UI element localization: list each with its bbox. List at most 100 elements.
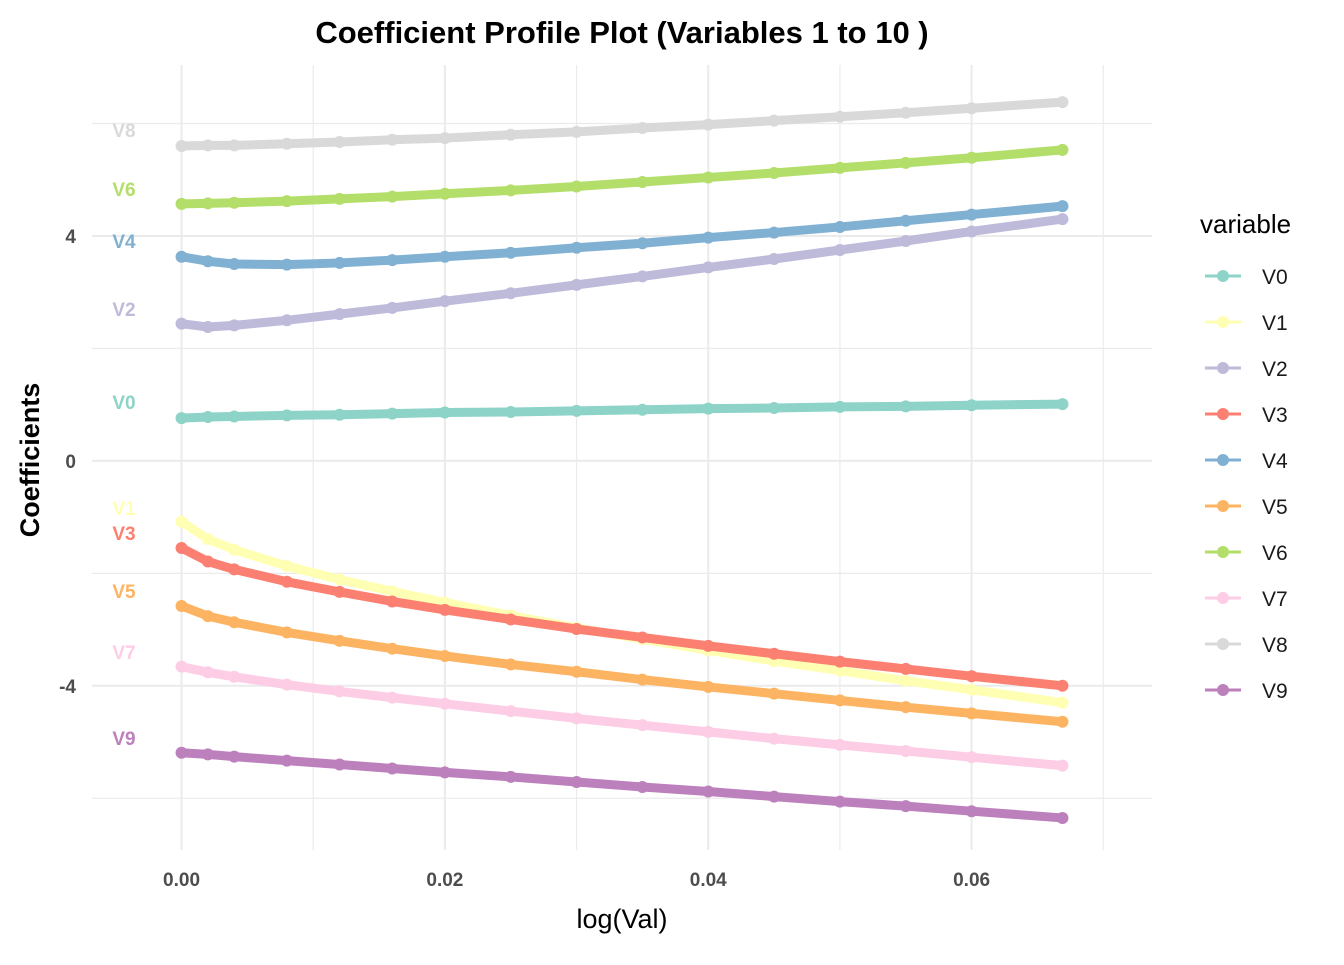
legend-label: V1 [1262, 312, 1288, 335]
data-point [702, 261, 715, 274]
data-point [333, 256, 346, 269]
series-v4 [175, 200, 1069, 271]
data-point [201, 748, 214, 761]
data-point [280, 137, 293, 150]
x-tick-label: 0.02 [426, 870, 463, 891]
data-point [899, 674, 912, 687]
data-point [280, 678, 293, 691]
data-point [175, 599, 188, 612]
legend-label: V8 [1262, 634, 1288, 657]
data-point [504, 287, 517, 300]
legend-item-v1: V1 [1205, 312, 1288, 335]
data-point [636, 175, 649, 188]
data-point [228, 543, 241, 556]
data-point [965, 399, 978, 412]
data-point [228, 410, 241, 423]
data-point [833, 220, 846, 233]
data-point [175, 660, 188, 673]
data-point [899, 800, 912, 813]
data-point [201, 411, 214, 424]
data-point [636, 781, 649, 794]
data-point [833, 795, 846, 808]
data-point [833, 400, 846, 413]
data-point [702, 118, 715, 131]
data-point [899, 235, 912, 248]
data-point [833, 161, 846, 174]
data-point [899, 156, 912, 169]
legend-item-v4: V4 [1205, 450, 1288, 473]
legend-item-v2: V2 [1205, 358, 1288, 381]
data-point [833, 738, 846, 751]
legend-label: V9 [1262, 680, 1288, 703]
data-point [333, 685, 346, 698]
annotation-v3: V3 [112, 524, 135, 545]
data-point [899, 106, 912, 119]
legend-key-point [1217, 408, 1229, 420]
series-v7 [175, 660, 1069, 772]
axis-ticks: 0.00 0.02 0.04 0.06 4 0 -4 [59, 227, 990, 891]
data-point [702, 639, 715, 652]
data-point [702, 785, 715, 798]
annotation-v1: V1 [112, 499, 136, 520]
annotation-v0: V0 [112, 393, 135, 414]
legend-key-point [1217, 546, 1229, 558]
legend-item-v6: V6 [1205, 542, 1288, 565]
data-point [1056, 759, 1069, 772]
data-point [899, 701, 912, 714]
data-point [333, 308, 346, 321]
legend-item-v8: V8 [1205, 634, 1288, 657]
data-point [280, 258, 293, 271]
series-line [177, 662, 1067, 771]
data-point [833, 664, 846, 677]
data-point [175, 542, 188, 555]
data-point [280, 560, 293, 573]
data-point [1056, 96, 1069, 109]
series-line [177, 748, 1067, 823]
annotation-v5: V5 [112, 582, 136, 603]
data-point [201, 321, 214, 334]
legend-key-point [1217, 684, 1229, 696]
data-point [570, 712, 583, 725]
data-point [768, 253, 781, 266]
data-point [1056, 715, 1069, 728]
data-point [1056, 213, 1069, 226]
data-point [228, 319, 241, 332]
data-point [1056, 679, 1069, 692]
data-point [386, 691, 399, 704]
data-point [175, 197, 188, 210]
data-point [1056, 696, 1069, 709]
data-point [333, 408, 346, 421]
data-point [438, 697, 451, 710]
data-point [570, 241, 583, 254]
data-point [965, 707, 978, 720]
data-point [333, 634, 346, 647]
data-point [570, 278, 583, 291]
legend-label: V4 [1262, 450, 1288, 473]
data-point [1056, 398, 1069, 411]
data-point [201, 139, 214, 152]
data-point [1056, 200, 1069, 213]
data-point [504, 128, 517, 141]
data-point [333, 136, 346, 149]
data-point [438, 766, 451, 779]
x-axis-label: log(Val) [576, 904, 667, 934]
data-point [438, 132, 451, 145]
legend-label: V0 [1262, 266, 1288, 289]
data-point [504, 246, 517, 259]
data-point [636, 121, 649, 134]
legend-label: V6 [1262, 542, 1288, 565]
data-point [768, 687, 781, 700]
data-point [201, 255, 214, 268]
series-v9 [175, 746, 1069, 824]
data-point [228, 563, 241, 576]
series-v5 [175, 599, 1069, 728]
data-point [504, 705, 517, 718]
data-point [702, 725, 715, 738]
data-point [438, 295, 451, 308]
data-point [228, 750, 241, 763]
data-point [228, 258, 241, 271]
legend-key-point [1217, 500, 1229, 512]
data-point [965, 208, 978, 221]
data-point [636, 673, 649, 686]
